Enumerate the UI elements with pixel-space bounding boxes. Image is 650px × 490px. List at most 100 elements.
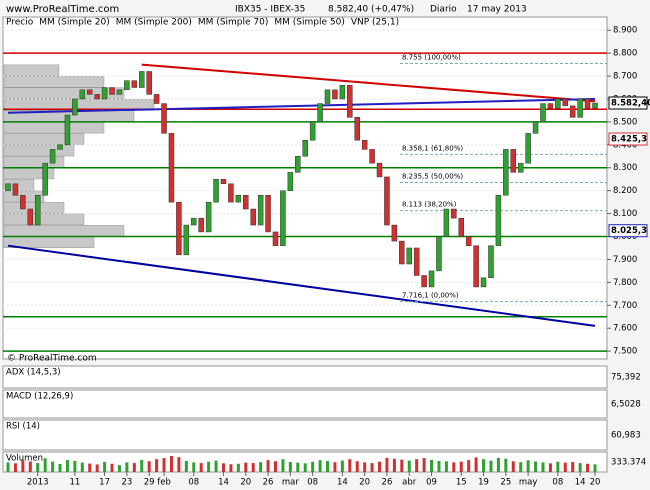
candle-body [20, 195, 26, 210]
panel-label: MACD (12,26,9) [6, 392, 73, 402]
candle-body [317, 103, 323, 123]
y-tick-label: 7.900 [613, 255, 637, 265]
x-tick-label: 11 [69, 478, 80, 488]
candle-body [376, 162, 383, 178]
volume-bar [534, 461, 538, 472]
volume-bar [526, 460, 530, 472]
candle-body [540, 103, 546, 123]
candle-body [391, 224, 398, 242]
price-label: 8.425,3 [611, 135, 647, 145]
y-tick-label: 7.700 [613, 301, 637, 311]
volume-bar [88, 463, 92, 472]
volume-bar [192, 462, 196, 472]
y-tick-label: 8.500 [613, 117, 637, 127]
candle-body [480, 277, 487, 288]
candle-body [555, 98, 561, 109]
candle-body [421, 275, 427, 288]
candle-body [354, 117, 360, 141]
volume-bar [593, 464, 597, 472]
candle-body [146, 71, 152, 95]
x-tick-label: 23 [121, 478, 132, 488]
volume-bar [311, 461, 315, 472]
volume-bar [504, 458, 508, 472]
price-label-box [608, 224, 648, 238]
x-tick-label: 29 [144, 478, 155, 488]
sub-panel [2, 389, 608, 419]
volume-bar [519, 462, 523, 472]
candle-body [339, 84, 346, 100]
volume-profile-bar [3, 121, 105, 134]
candle-body [443, 208, 450, 237]
candle-body [451, 208, 457, 219]
volume-bar [548, 463, 552, 472]
x-tick-label: feb [157, 478, 171, 488]
volume-bar [467, 460, 471, 472]
candle-body [12, 183, 19, 196]
y-tick-label: 8.200 [613, 186, 637, 196]
volume-bar [65, 460, 69, 472]
last-price: 8.582,40 (+0,47%) [328, 5, 414, 15]
volume-bar [318, 460, 322, 472]
trend-line [7, 244, 596, 327]
volume-bar [6, 462, 10, 472]
volume-bar [288, 461, 292, 472]
candle-body [495, 195, 502, 246]
x-tick-label: 19 [478, 478, 489, 488]
volume-bar [43, 458, 47, 472]
y-tick-label: 8.800 [613, 49, 637, 59]
legend-entry: Precio [6, 18, 34, 28]
candle-body [488, 245, 494, 279]
candle-body [205, 201, 212, 233]
x-tick-label: 09 [426, 478, 437, 488]
volume-bar [430, 459, 434, 472]
candle-body [64, 114, 71, 146]
sub-panel [2, 365, 608, 389]
candle-body [124, 80, 130, 91]
candle-body [295, 156, 301, 173]
volume-bar [13, 463, 17, 472]
volume-bar [259, 462, 263, 472]
volume-bar [103, 461, 107, 472]
fib-label: 8.358,1 (61,80%) [402, 144, 463, 152]
y-tick-label: 8.100 [613, 209, 637, 219]
candle-body [235, 195, 242, 203]
y-tick-label: 8.900 [613, 26, 637, 36]
volume-profile-bar [3, 76, 105, 88]
volume-bar [296, 462, 300, 472]
volume-bar [244, 462, 248, 472]
candle-body [517, 162, 524, 173]
volume-bar [422, 458, 426, 472]
candle-body [138, 71, 145, 88]
candle-body [428, 270, 435, 288]
volume-bar [407, 460, 411, 472]
date: 17 may 2013 [467, 5, 527, 15]
watermark: www.ProRealTime.com [6, 4, 119, 15]
legend-entry: MM (Simple 200) [116, 18, 192, 28]
volume-bar [370, 463, 374, 472]
candle-body [228, 183, 234, 203]
candle-body [406, 247, 412, 265]
sub-panel [2, 419, 608, 451]
volume-bar [28, 461, 32, 472]
volume-bar [95, 464, 99, 472]
candle-body [287, 172, 294, 191]
volume-profile-bar [3, 144, 75, 157]
panel-value: 75,392 [611, 373, 641, 383]
candle-body [153, 94, 160, 104]
legend-entry: MM (Simple 50) [274, 18, 344, 28]
candle-body [198, 217, 204, 233]
x-tick-label: 08 [552, 478, 563, 488]
volume-bar [385, 457, 389, 472]
fib-label: 8.235,5 (50,00%) [402, 173, 463, 181]
candle-body [347, 84, 353, 118]
volume-bar [392, 458, 396, 472]
volume-bar [207, 461, 211, 472]
x-tick-label: abr [402, 478, 417, 488]
panel-label: Volumen [6, 454, 43, 464]
candle-body [458, 217, 465, 237]
candle-body [72, 98, 78, 116]
volume-bar [58, 464, 62, 472]
candle-body [176, 201, 182, 256]
volume-bar [511, 461, 515, 472]
candle-body [384, 176, 390, 226]
